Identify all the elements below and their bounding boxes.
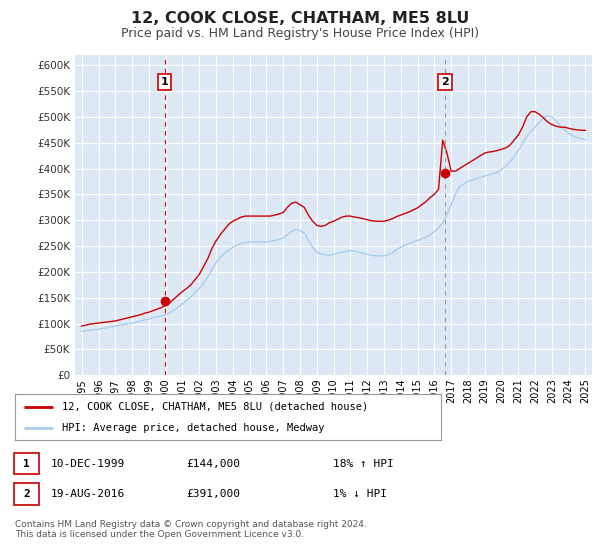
Text: HPI: Average price, detached house, Medway: HPI: Average price, detached house, Medw…: [62, 423, 325, 433]
Text: 1: 1: [23, 459, 30, 469]
Text: £391,000: £391,000: [186, 489, 240, 499]
Text: 12, COOK CLOSE, CHATHAM, ME5 8LU: 12, COOK CLOSE, CHATHAM, ME5 8LU: [131, 11, 469, 26]
Text: Contains HM Land Registry data © Crown copyright and database right 2024.
This d: Contains HM Land Registry data © Crown c…: [15, 520, 367, 539]
Text: 10-DEC-1999: 10-DEC-1999: [51, 459, 125, 469]
Text: Price paid vs. HM Land Registry's House Price Index (HPI): Price paid vs. HM Land Registry's House …: [121, 27, 479, 40]
Text: £144,000: £144,000: [186, 459, 240, 469]
Text: 12, COOK CLOSE, CHATHAM, ME5 8LU (detached house): 12, COOK CLOSE, CHATHAM, ME5 8LU (detach…: [62, 402, 368, 412]
Text: 2: 2: [23, 489, 30, 499]
Text: 1% ↓ HPI: 1% ↓ HPI: [333, 489, 387, 499]
Text: 18% ↑ HPI: 18% ↑ HPI: [333, 459, 394, 469]
Text: 2: 2: [441, 77, 449, 87]
Text: 19-AUG-2016: 19-AUG-2016: [51, 489, 125, 499]
Text: 1: 1: [161, 77, 169, 87]
